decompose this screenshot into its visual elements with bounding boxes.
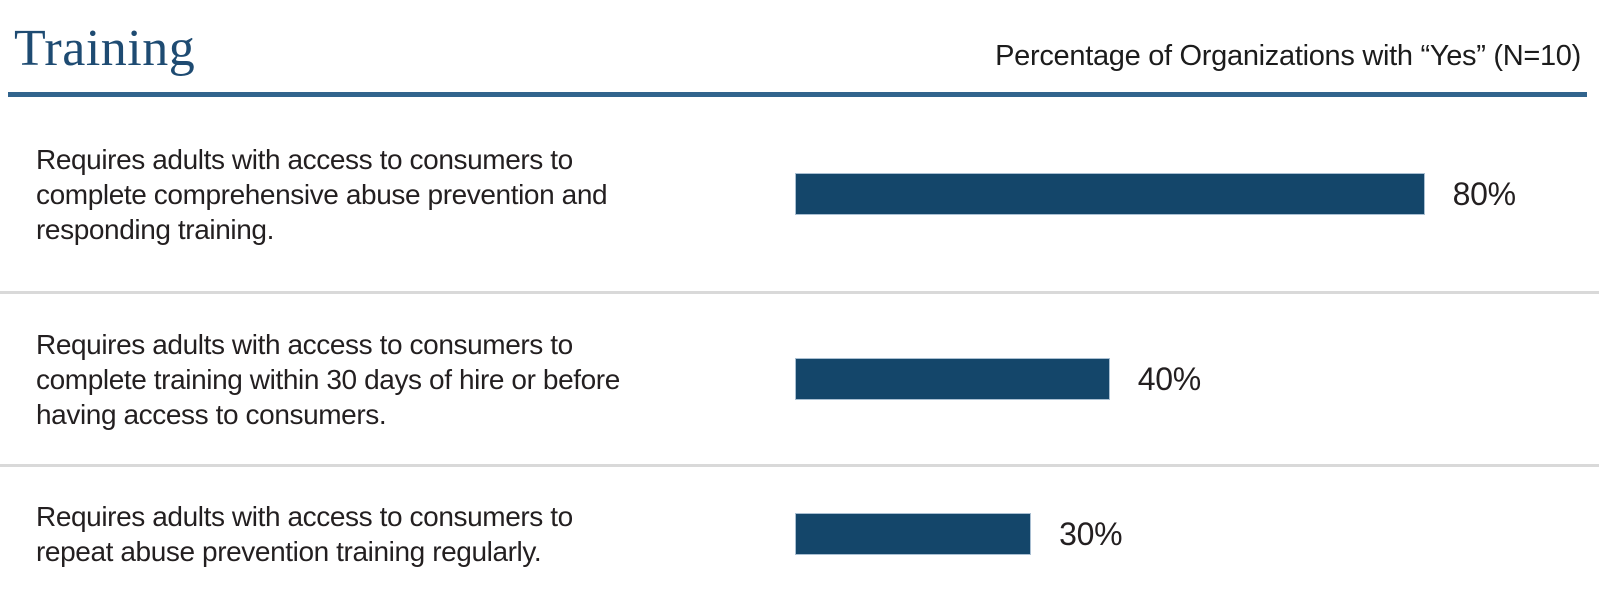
bar xyxy=(795,173,1425,215)
header-rule xyxy=(8,92,1587,97)
row-label: Requires adults with access to consumers… xyxy=(36,327,766,432)
bar-track: 30% xyxy=(795,513,1582,555)
chart-row: Requires adults with access to consumers… xyxy=(0,97,1599,294)
label-line: having access to consumers. xyxy=(36,398,387,430)
value-label: 40% xyxy=(1137,360,1201,397)
value-label: 80% xyxy=(1452,175,1516,212)
bar-chart: Requires adults with access to consumers… xyxy=(0,97,1599,601)
row-label: Requires adults with access to consumers… xyxy=(36,499,766,569)
bar-track: 40% xyxy=(795,358,1582,400)
label-line: complete comprehensive abuse prevention … xyxy=(36,178,608,210)
chart-row: Requires adults with access to consumers… xyxy=(0,294,1599,467)
bar xyxy=(795,358,1110,400)
label-line: Requires adults with access to consumers… xyxy=(36,328,573,360)
header-subtitle: Percentage of Organizations with “Yes” (… xyxy=(995,40,1581,72)
chart-row: Requires adults with access to consumers… xyxy=(0,467,1599,601)
label-line: complete training within 30 days of hire… xyxy=(36,363,620,395)
page-title: Training xyxy=(14,20,196,77)
label-line: Requires adults with access to consumers… xyxy=(36,501,573,532)
bar xyxy=(795,513,1032,555)
label-line: responding training. xyxy=(36,213,274,245)
value-label: 30% xyxy=(1059,515,1123,552)
row-label: Requires adults with access to consumers… xyxy=(36,142,766,247)
label-line: Requires adults with access to consumers… xyxy=(36,143,573,175)
label-line: repeat abuse prevention training regular… xyxy=(36,536,542,567)
bar-track: 80% xyxy=(795,173,1582,215)
header: Training Percentage of Organizations wit… xyxy=(0,0,1599,80)
